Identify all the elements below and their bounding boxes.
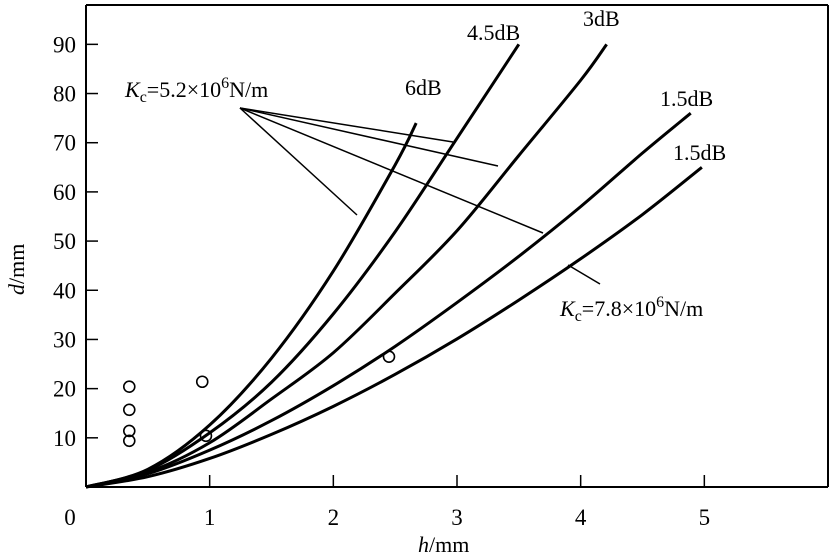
scatter-point bbox=[199, 429, 213, 443]
annotation-unit: N/m bbox=[229, 77, 268, 102]
annotation-k: K bbox=[124, 77, 141, 102]
annotation-sup: 6 bbox=[656, 294, 664, 311]
y-label-var: d bbox=[4, 283, 29, 295]
x-label-var: h bbox=[418, 532, 429, 556]
scatter-point bbox=[122, 424, 136, 438]
curve-label-1p5db-lower: 1.5dB bbox=[673, 140, 726, 165]
y-tick-label: 10 bbox=[53, 426, 76, 451]
y-axis-label: d/mm bbox=[4, 244, 29, 295]
scatter-point bbox=[382, 350, 396, 363]
annotation-mid: =7.8×10 bbox=[582, 296, 656, 321]
curve-label-4p5db: 4.5dB bbox=[467, 20, 520, 45]
scatter-point bbox=[122, 380, 136, 393]
scatter-point bbox=[122, 403, 136, 417]
y-tick-label: 40 bbox=[53, 278, 76, 303]
annotation-sup: 6 bbox=[221, 75, 229, 92]
scatter-point bbox=[195, 375, 209, 389]
x-tick-label: 1 bbox=[204, 505, 216, 530]
y-tick-label: 30 bbox=[53, 327, 76, 352]
x-tick-label: 4 bbox=[575, 505, 587, 530]
ticks: 0 1 2 3 4 5 10 20 30 40 50 60 70 80 90 bbox=[53, 32, 710, 530]
y-tick-label: 90 bbox=[53, 32, 76, 57]
y-tick-label: 50 bbox=[53, 229, 76, 254]
y-label-unit: /mm bbox=[4, 244, 29, 284]
annotation-mid: =5.2×10 bbox=[147, 77, 221, 102]
curve-label-6db: 6dB bbox=[405, 75, 442, 100]
curve-series-3 bbox=[85, 112, 692, 489]
scatter-points bbox=[122, 350, 396, 448]
annotation-sub: c bbox=[575, 308, 582, 325]
leader-line-kc52-4p5db bbox=[239, 107, 454, 143]
y-tick-label: 60 bbox=[53, 180, 76, 205]
curves bbox=[85, 43, 703, 489]
scatter-point bbox=[122, 434, 136, 448]
curve-series-2 bbox=[85, 43, 608, 489]
annotation-unit: N/m bbox=[664, 296, 703, 321]
annotation-sub: c bbox=[140, 89, 147, 106]
y-tick-label: 70 bbox=[53, 131, 76, 156]
curve-series-1 bbox=[85, 43, 521, 489]
annotation-leader-lines bbox=[239, 107, 601, 285]
curve-label-3db: 3dB bbox=[583, 6, 620, 31]
annotation-kc-7p8: Kc=7.8×106N/m bbox=[559, 294, 703, 325]
leader-line-kc52-6db bbox=[239, 107, 358, 216]
x-tick-label: 2 bbox=[328, 505, 340, 530]
x-tick-label: 5 bbox=[699, 505, 711, 530]
curve-label-1p5db-upper: 1.5dB bbox=[660, 86, 713, 111]
leader-line-kc52-3db bbox=[239, 107, 499, 167]
x-tick-label: 0 bbox=[64, 505, 76, 530]
leader-line-kc52-1p5db bbox=[239, 107, 544, 234]
annotation-k: K bbox=[559, 296, 576, 321]
x-axis-label: h/mm bbox=[418, 532, 469, 556]
y-tick-label: 20 bbox=[53, 377, 76, 402]
x-tick-label: 3 bbox=[451, 505, 463, 530]
leader-line-kc78 bbox=[567, 264, 601, 285]
annotation-kc-5p2: Kc=5.2×106N/m bbox=[124, 75, 268, 106]
x-label-unit: /mm bbox=[429, 532, 469, 556]
curve-series-4 bbox=[85, 166, 703, 489]
y-tick-label: 80 bbox=[53, 82, 76, 107]
